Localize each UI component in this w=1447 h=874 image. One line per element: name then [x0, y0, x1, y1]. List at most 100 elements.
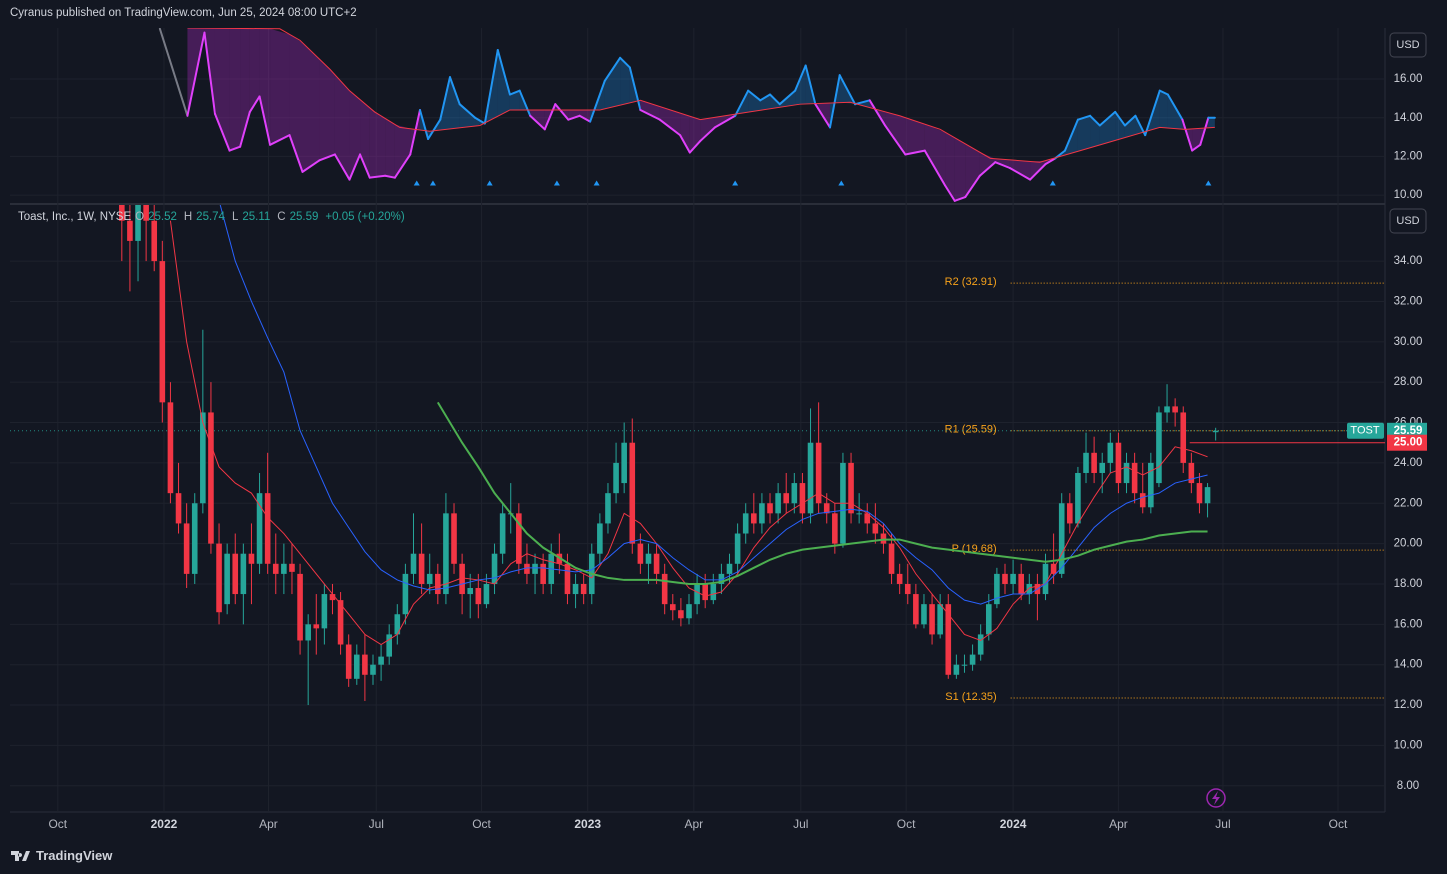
indicator-fill: [214, 28, 230, 151]
candle-body: [686, 604, 692, 619]
oscillator-segment: [427, 118, 442, 140]
indicator-fill: [965, 143, 980, 198]
indicator-fill: [604, 57, 621, 109]
oscillator-segment: [628, 66, 642, 111]
indicator-fill: [385, 118, 395, 178]
moving-average: [436, 401, 1208, 585]
candle-body: [175, 493, 182, 524]
indicator-fill: [1208, 117, 1215, 128]
brand-logo: [11, 850, 30, 861]
candle-body: [321, 594, 328, 629]
oscillator-segment: [884, 124, 907, 156]
x-tick-label: Oct: [897, 817, 916, 831]
indicator-fill: [620, 57, 630, 106]
indicator-fill: [319, 59, 335, 161]
x-tick-label: Jul: [369, 817, 384, 831]
oscillator-segment: [496, 49, 511, 96]
oscillator-segment: [589, 79, 606, 123]
symbol-legend: Toast, Inc., 1W, NYSE O 25.52 H 25.74 L 25.…: [18, 211, 408, 223]
candle-body: [1180, 412, 1187, 463]
candle-body: [483, 583, 490, 605]
lightning-glyph: [1212, 791, 1220, 805]
oscillator-segment: [1076, 114, 1092, 121]
candle-body: [370, 664, 376, 675]
oscillator-segment: [228, 145, 242, 152]
currency-box[interactable]: [1389, 208, 1427, 234]
candle-body: [1196, 483, 1203, 504]
oscillator-segment: [409, 108, 421, 156]
indicator-fill: [509, 90, 520, 110]
candle-body: [1107, 442, 1114, 463]
candle-body: [1075, 472, 1081, 524]
oscillator-segment: [794, 64, 807, 92]
signal-marker: [1049, 180, 1056, 186]
oscillator-segment: [639, 108, 661, 121]
oscillator-segment: [418, 108, 430, 140]
x-tick-label: 2022: [151, 817, 178, 831]
candle-body: [362, 654, 368, 675]
candle-body: [402, 573, 409, 615]
candle-body: [888, 543, 895, 574]
currency-box[interactable]: [1389, 32, 1427, 58]
candle-body: [605, 493, 611, 524]
y-tick-label: 16.00: [1394, 618, 1423, 630]
oscillator-segment: [1008, 167, 1032, 181]
candle-body: [961, 664, 968, 666]
indicator-fill: [1159, 90, 1168, 129]
symbol-title: Toast, Inc., 1W, NYSE: [18, 211, 132, 223]
signal-marker: [1205, 180, 1212, 186]
candle-body: [151, 220, 158, 262]
currency-label: USD: [1396, 215, 1419, 227]
oscillator-segment: [994, 161, 1011, 169]
y-tick-label: 14.00: [1394, 112, 1423, 124]
y-tick-label: 32.00: [1394, 295, 1423, 307]
oscillator-segment: [1029, 163, 1047, 181]
oscillator-segment: [529, 114, 546, 131]
candle-body: [621, 442, 627, 484]
candle-body: [645, 553, 652, 564]
candle-body: [937, 604, 943, 635]
candle-body: [224, 553, 230, 605]
indicator-fill: [1099, 111, 1116, 145]
signal-marker: [413, 180, 420, 186]
candle-body: [759, 503, 765, 524]
indicator-fill: [905, 117, 925, 155]
x-tick-label: Jul: [793, 817, 808, 831]
lightning-icon[interactable]: [1206, 788, 1226, 808]
ohlc-key: H: [183, 211, 193, 223]
oscillator-segment: [838, 74, 857, 106]
indicator-fill: [459, 104, 476, 128]
oscillator-segment: [567, 114, 581, 121]
indicator-fill: [579, 109, 591, 122]
ohlc-value: 25.52: [148, 211, 177, 223]
candle-body: [426, 573, 433, 584]
candle-body: [410, 553, 417, 574]
signal-marker: [553, 180, 560, 186]
candle-body: [1131, 462, 1138, 494]
oscillator-segment: [804, 64, 817, 106]
candle-body: [977, 634, 984, 655]
oscillator-segment: [923, 149, 947, 187]
candle-body: [734, 533, 741, 564]
indicator-fill: [945, 132, 955, 201]
candle-body: [248, 553, 255, 564]
oscillator-segment: [1199, 116, 1210, 146]
candle-body: [467, 588, 474, 595]
x-tick-label: Apr: [685, 817, 704, 831]
candle-body: [435, 573, 441, 595]
candle-body: [597, 523, 603, 554]
candle-body: [200, 412, 206, 504]
candle-body: [726, 563, 733, 574]
indicator-fill: [289, 34, 303, 172]
candle-body: [1172, 406, 1178, 413]
oscillator-segment: [978, 161, 997, 177]
oscillator-segment: [1144, 89, 1161, 137]
oscillator-segment: [747, 89, 762, 102]
candle-body: [661, 573, 668, 605]
candle-body: [864, 513, 871, 524]
indicator-fill: [259, 28, 271, 145]
indicator-fill: [349, 90, 361, 180]
brand-footer: TradingView: [10, 848, 112, 863]
candle-body: [637, 543, 644, 564]
